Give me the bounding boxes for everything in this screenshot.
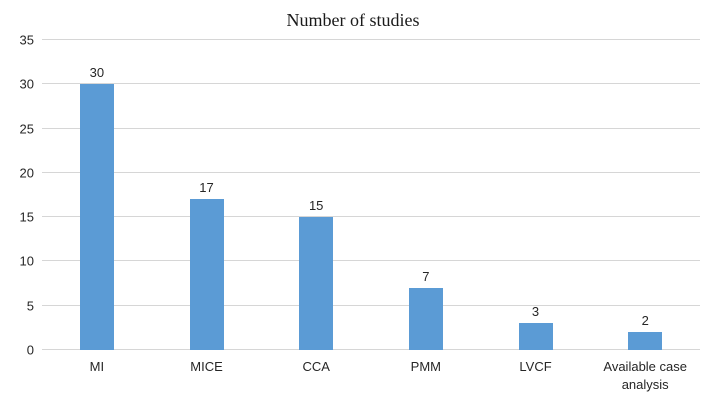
bar-value-label: 17 <box>199 180 214 196</box>
x-category-label: LVCF <box>519 359 552 374</box>
plot-area: 30 17 15 7 3 2 <box>42 39 700 350</box>
gridlines <box>42 39 700 350</box>
gridline <box>42 83 700 85</box>
x-category-label: MI <box>89 359 105 374</box>
gridline <box>42 260 700 262</box>
bar-lvcf: 3 <box>518 304 553 350</box>
bar-value-label: 3 <box>531 304 540 320</box>
bar-slot: 2 <box>590 40 700 350</box>
bar-slot: 7 <box>371 40 481 350</box>
gridline <box>42 349 700 350</box>
bar-mice: 17 <box>189 180 224 350</box>
gridline <box>42 304 700 306</box>
x-axis: MI MICE CCA PMM LVCF Available case analysis <box>42 358 700 393</box>
y-tick-label: 15 <box>19 209 34 225</box>
y-tick-label: 10 <box>19 253 34 269</box>
y-tick-label: 30 <box>19 76 34 92</box>
gridline <box>42 39 700 40</box>
bar-cca: 15 <box>299 198 334 350</box>
bars: 30 17 15 7 3 2 <box>42 40 700 350</box>
gridline <box>42 127 700 129</box>
bar-available-case-analysis: 2 <box>628 313 663 350</box>
bar-pmm: 7 <box>408 269 443 350</box>
bar-slot: 17 <box>152 40 262 350</box>
gridline <box>42 171 700 173</box>
bar-value-label: 7 <box>422 269 430 284</box>
chart-title: Number of studies <box>286 10 420 30</box>
x-category-label: Available case analysis <box>603 359 687 392</box>
x-category-label: MICE <box>190 359 223 374</box>
plot-region: 30 17 15 7 3 2 MI MICE CCA PMM LVCF Available case… <box>42 39 700 393</box>
y-tick-label: 25 <box>19 121 34 137</box>
y-tick-label: 35 <box>19 32 34 48</box>
bar-value-label: 15 <box>308 198 324 214</box>
bar-mi: 30 <box>79 65 114 350</box>
y-tick-label: 20 <box>19 165 34 181</box>
bar-slot: 30 <box>42 40 152 350</box>
y-tick-label: 5 <box>26 298 34 314</box>
bar-slot: 15 <box>261 40 371 350</box>
bar-value-label: 2 <box>641 313 649 329</box>
x-category-label: PMM <box>410 359 442 374</box>
x-category-label: CCA <box>302 359 330 374</box>
y-axis: 0 5 10 15 20 25 30 35 <box>6 34 42 357</box>
bar-value-label: 30 <box>89 65 105 81</box>
y-tick-label: 0 <box>26 342 34 358</box>
gridline <box>42 216 700 218</box>
chart-body: 0 5 10 15 20 25 30 35 30 17 15 7 3 2 MI MICE CCA PMM LVC… <box>6 34 700 393</box>
bar-slot: 3 <box>481 40 591 350</box>
